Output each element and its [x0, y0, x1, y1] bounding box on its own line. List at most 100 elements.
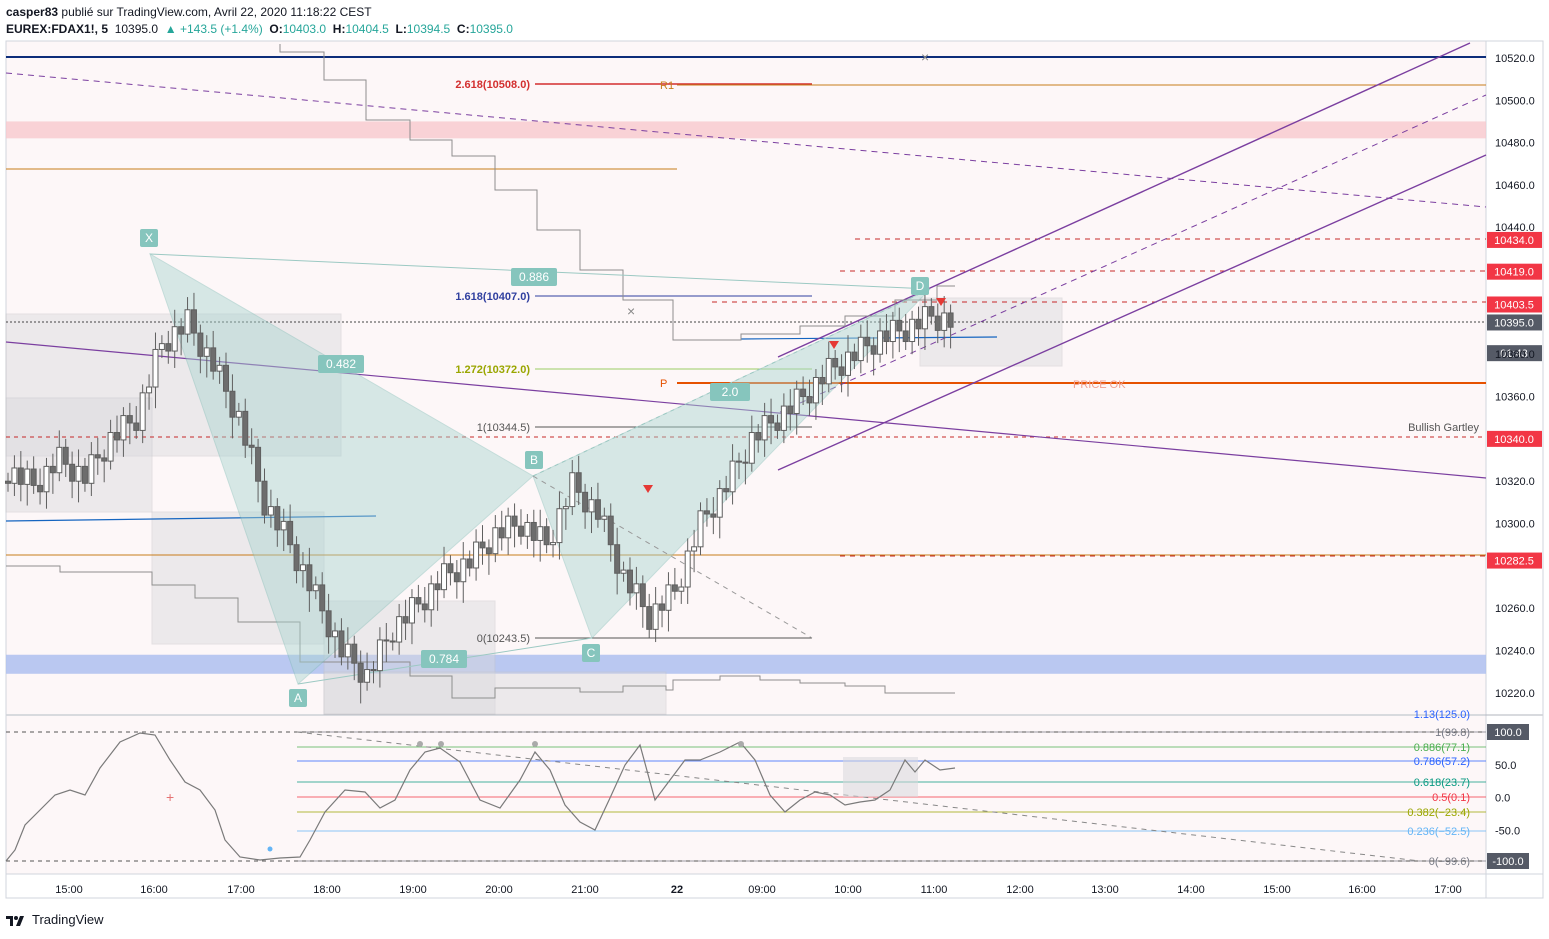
candle: [633, 583, 640, 594]
pivot-p-label: P: [660, 378, 667, 390]
candle: [261, 480, 268, 516]
candle: [594, 499, 601, 520]
sell-signal-marker: [643, 485, 653, 493]
price-change: ▲ +143.5 (+1.4%): [164, 22, 263, 36]
publish-info: publié sur TradingView.com, Avril 22, 20…: [61, 5, 372, 19]
range-box: [919, 297, 1063, 367]
time-tick-label: 20:00: [485, 884, 513, 896]
price-tick-label: 10480.0: [1495, 138, 1535, 150]
candle: [780, 405, 787, 431]
range-box: [323, 671, 667, 715]
candle: [626, 569, 633, 594]
candle: [287, 520, 294, 546]
candle: [710, 513, 717, 518]
candle: [242, 410, 249, 446]
price-tick-label: 10360.0: [1495, 392, 1535, 404]
cross-marker: ×: [627, 303, 635, 319]
price-tick-label: 10260.0: [1495, 603, 1535, 615]
low-label: L:: [395, 22, 407, 36]
tradingview-logo-icon[interactable]: [6, 914, 28, 926]
symbol-label[interactable]: EUREX:FDAX1!, 5: [6, 22, 109, 36]
candle: [184, 309, 191, 335]
point-a-label: A: [294, 691, 302, 705]
candle: [190, 309, 197, 334]
candle: [485, 547, 492, 555]
candle: [364, 669, 371, 683]
candle: [703, 510, 710, 515]
osc-fib-label: 1(99.8): [1435, 727, 1470, 739]
candle: [94, 454, 101, 459]
candle: [524, 521, 531, 537]
candle: [223, 364, 230, 392]
time-tick-label: 15:00: [1263, 884, 1291, 896]
candle: [691, 546, 698, 552]
candle: [844, 351, 851, 376]
candle: [569, 472, 576, 508]
candle: [902, 330, 909, 343]
candle: [729, 460, 736, 493]
candle: [909, 318, 916, 343]
candle: [453, 572, 460, 583]
point-b-label: B: [530, 453, 538, 467]
step-line-lower: [6, 565, 955, 699]
candle: [146, 386, 153, 394]
bullish-gartley-label: Bullish Gartley: [1408, 422, 1479, 434]
candle: [825, 357, 832, 385]
candle: [588, 499, 595, 513]
candle: [5, 480, 11, 484]
candle: [819, 377, 826, 385]
candle: [402, 616, 409, 624]
candle: [126, 415, 133, 424]
price-pane-bg: [6, 41, 1486, 714]
osc-dot: [417, 741, 423, 747]
price-tick-label: 10380.0: [1495, 349, 1535, 361]
candle: [889, 319, 896, 343]
open-value: 10403.0: [282, 22, 327, 36]
brand-label[interactable]: TradingView: [32, 912, 104, 927]
time-tick-label: 16:00: [1348, 884, 1376, 896]
osc-dot-blue: [267, 846, 273, 852]
candle: [248, 444, 255, 448]
candle: [812, 377, 819, 404]
candle: [543, 526, 550, 546]
candle: [255, 446, 262, 482]
fib-1-label: 1(10344.5): [477, 422, 530, 434]
candle: [620, 569, 627, 574]
ratio-2-label-bg: [710, 383, 750, 401]
point-b-label-bg: [525, 451, 543, 469]
ratio-0886-label-bg: [511, 268, 557, 286]
author-name[interactable]: casper83: [6, 5, 59, 19]
low-value: 10394.5: [406, 22, 451, 36]
candle: [652, 603, 659, 630]
candle: [787, 405, 794, 414]
candle: [325, 610, 332, 638]
candle: [575, 472, 582, 493]
candle: [312, 584, 319, 592]
candle: [11, 467, 18, 484]
price-tick-label: 10320.0: [1495, 476, 1535, 488]
resistance-zone: [6, 121, 1486, 139]
price-tick-label: 10220.0: [1495, 688, 1535, 700]
candle: [774, 422, 781, 431]
time-tick-label: 21:00: [571, 884, 599, 896]
candle: [800, 388, 807, 398]
close-label: C:: [456, 22, 470, 36]
candle: [671, 584, 678, 592]
price-tag-bg: [1487, 430, 1542, 447]
osc-trend-dashed: [296, 731, 1421, 862]
candle: [235, 410, 242, 418]
price-tag-bg: [1487, 263, 1542, 280]
candle: [870, 345, 877, 355]
fib-1618-label: 1.618(10407.0): [455, 291, 530, 303]
candle: [556, 508, 563, 544]
candle: [88, 454, 95, 484]
candle: [665, 584, 672, 611]
osc-fib-label: 0(−99.6): [1429, 856, 1470, 868]
price-tick-label: 10300.0: [1495, 519, 1535, 531]
time-tick-label: 16:00: [140, 884, 168, 896]
osc-tag-bg: [1487, 853, 1529, 869]
candle: [684, 550, 691, 588]
candle: [216, 364, 223, 372]
price-tick-label: 10460.0: [1495, 180, 1535, 192]
